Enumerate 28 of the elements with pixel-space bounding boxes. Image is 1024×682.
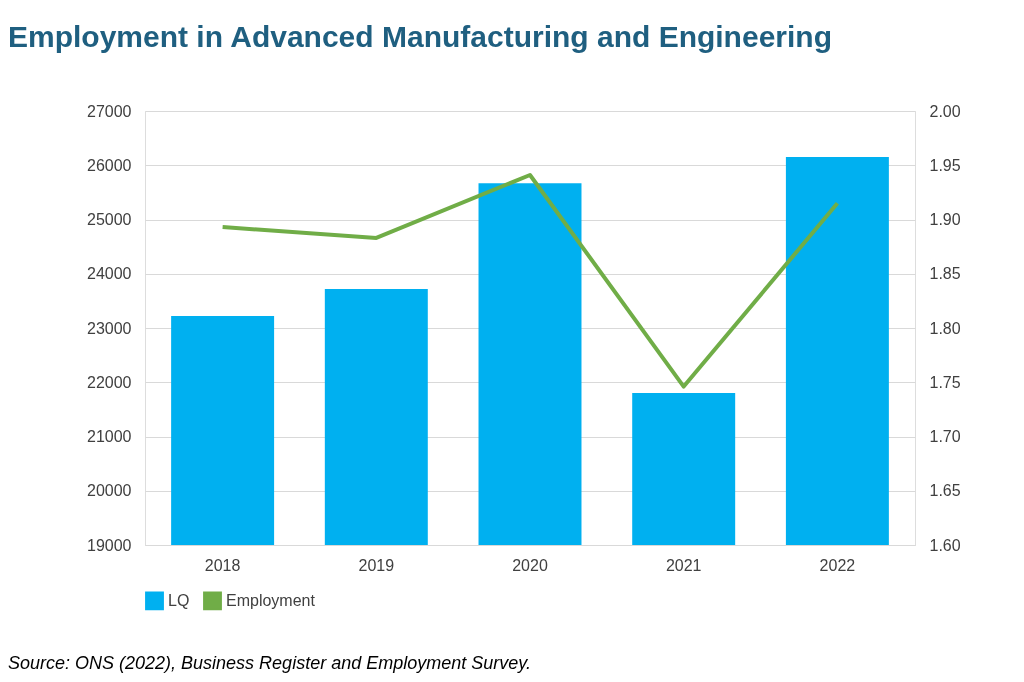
y-tick-label: 26000 xyxy=(87,156,132,174)
source-note: Source: ONS (2022), Business Register and Employment Survey. xyxy=(8,653,531,673)
y-tick-label: 21000 xyxy=(87,428,132,445)
y2-tick-label: 1.75 xyxy=(929,373,961,391)
y2-tick-label: 1.95 xyxy=(929,156,961,174)
y-tick-label: 27000 xyxy=(87,102,132,120)
y2-tick-label: 1.70 xyxy=(929,428,961,445)
chart-title: Employment in Advanced Manufacturing and Engineering xyxy=(8,20,832,53)
y2-tick-label: 1.60 xyxy=(929,536,961,554)
x-tick-label: 2019 xyxy=(358,556,395,574)
y2-tick-label: 1.90 xyxy=(929,211,961,228)
y-tick-label: 25000 xyxy=(87,211,132,228)
legend-label: Employment xyxy=(226,591,316,609)
y2-tick-label: 1.65 xyxy=(929,482,961,500)
legend-label: LQ xyxy=(168,591,190,609)
y-tick-label: 19000 xyxy=(87,536,132,554)
y-tick-label: 20000 xyxy=(87,482,132,500)
x-tick-label: 2021 xyxy=(665,556,702,574)
line-series xyxy=(220,173,840,389)
y2-tick-label: 2.00 xyxy=(929,102,961,120)
y-tick-label: 24000 xyxy=(87,265,132,283)
x-tick-label: 2020 xyxy=(512,556,548,574)
x-tick-label: 2022 xyxy=(819,556,856,574)
y-tick-label: 23000 xyxy=(87,319,132,337)
y2-tick-label: 1.80 xyxy=(929,319,961,337)
y-tick-label: 22000 xyxy=(87,373,132,391)
y2-tick-label: 1.85 xyxy=(929,265,961,283)
x-tick-label: 2018 xyxy=(204,556,241,574)
